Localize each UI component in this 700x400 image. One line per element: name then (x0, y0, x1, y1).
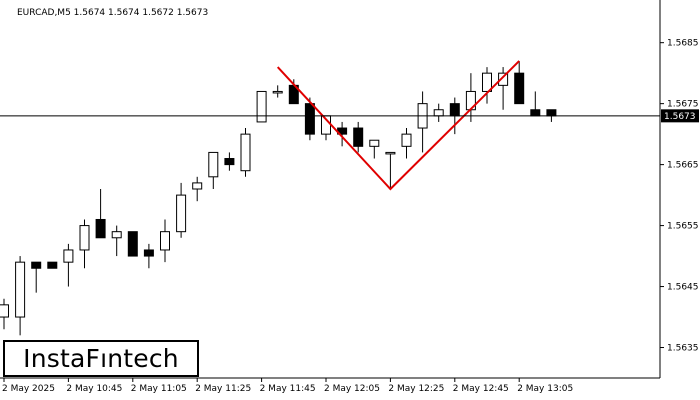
candle (127, 231, 138, 257)
candle (353, 121, 364, 153)
x-tick-label: 2 May 11:05 (131, 384, 187, 394)
candle (224, 152, 235, 171)
y-tick-label: 1.5675 (667, 100, 699, 110)
candle-body (31, 261, 42, 269)
candle-body (127, 231, 138, 257)
current-price-label: 1.5673 (661, 109, 699, 123)
candle-body (304, 103, 315, 135)
candle (369, 139, 380, 159)
candle-body (63, 249, 74, 263)
candle-body (208, 151, 219, 178)
candle (482, 67, 492, 104)
candle (79, 219, 90, 269)
candle-body (530, 109, 541, 117)
candle (256, 90, 267, 123)
candle-body (240, 133, 251, 172)
candle (208, 151, 219, 189)
candle-body (449, 103, 460, 117)
candle-body (482, 72, 492, 92)
candle (514, 60, 525, 105)
candle (95, 189, 106, 239)
x-tick-label: 2 May 11:45 (260, 384, 316, 394)
y-tick-label: 1.5665 (667, 161, 699, 171)
candle-body (192, 182, 203, 190)
x-tick-label: 2 May 12:05 (324, 384, 380, 394)
symbol-line: EURCAD,M5 1.5674 1.5674 1.5672 1.5673 (17, 8, 208, 18)
double-top-pattern-line (276, 60, 520, 191)
x-axis: 2 May 2025 2 May 10:45 2 May 11:05 2 May 11… (2, 378, 573, 394)
candle-body (272, 90, 283, 94)
pattern-layer (276, 60, 520, 191)
x-tick-label: 2 May 11:25 (195, 384, 251, 394)
candle (192, 176, 203, 202)
candle (47, 261, 58, 269)
current-price-label-text: 1.5673 (664, 112, 696, 122)
candle (272, 85, 283, 98)
x-tick-label: 2 May 12:45 (453, 384, 509, 394)
candle (0, 298, 9, 330)
candle-body (353, 127, 364, 147)
candle (111, 225, 122, 257)
candle-body (160, 231, 170, 251)
candle (63, 243, 74, 287)
candle-body (143, 249, 154, 257)
candle-body (15, 261, 26, 318)
candles-layer (0, 60, 557, 336)
y-tick-label: 1.5685 (667, 39, 699, 49)
candle-body (433, 109, 444, 117)
logo-text: InstaFıntech (23, 344, 179, 373)
candle (240, 128, 251, 177)
candle (160, 219, 170, 263)
candle-body (546, 109, 557, 117)
candle-body (401, 133, 412, 147)
candle-body (369, 139, 380, 147)
candle-body (224, 158, 235, 166)
x-tick-label: 2 May 12:25 (388, 384, 444, 394)
x-tick-label: 2 May 13:05 (517, 384, 573, 394)
candle-body (256, 90, 267, 123)
candle-body (79, 225, 90, 251)
y-axis: 1.5685 1.5675 1.5665 1.5655 1.5645 1.5635 (660, 39, 699, 354)
x-tick-label: 2 May 2025 (2, 384, 55, 394)
candle (176, 182, 187, 238)
candle-body (176, 194, 187, 233)
candle (304, 97, 315, 141)
candle (385, 151, 396, 189)
y-tick-label: 1.5655 (667, 222, 699, 232)
candle-body (0, 304, 9, 318)
candle (15, 256, 26, 336)
candle (401, 128, 412, 159)
candle (143, 243, 154, 269)
candle-body (498, 72, 509, 86)
x-tick-label: 2 May 10:45 (66, 384, 122, 394)
y-tick-label: 1.5635 (667, 344, 699, 354)
candle (31, 261, 42, 293)
candle (498, 67, 509, 110)
instafintech-logo: InstaFıntech (3, 340, 199, 377)
candle-body (95, 218, 106, 239)
candle-body (514, 72, 525, 105)
candle-body (47, 261, 58, 269)
candle-body (111, 231, 122, 239)
y-tick-label: 1.5645 (667, 283, 699, 293)
candle-body (385, 151, 396, 155)
